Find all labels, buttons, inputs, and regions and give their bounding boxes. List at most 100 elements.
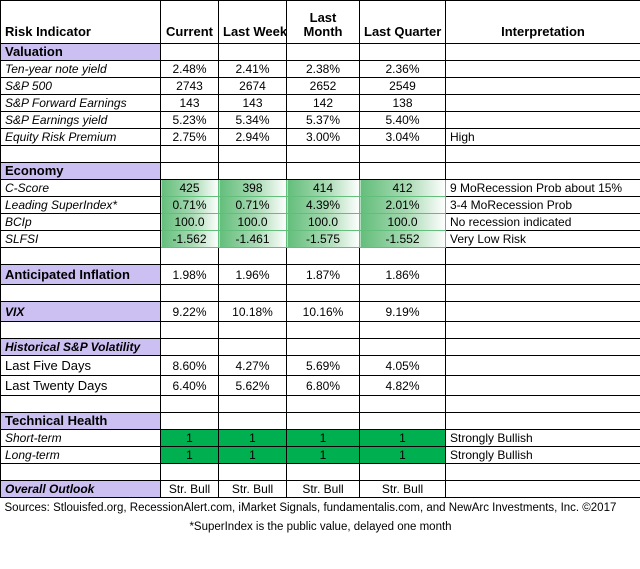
spacer-row <box>0 463 640 481</box>
cell-week: 5.34% <box>218 111 287 129</box>
cell-current: 5.23% <box>160 111 219 129</box>
cell-interpretation <box>445 77 640 95</box>
cell-quarter: 138 <box>359 94 446 112</box>
cell-quarter: -1.552 <box>359 230 446 248</box>
row-label: SLFSI <box>0 230 161 248</box>
spacer-row <box>0 321 640 339</box>
cell-quarter: 2.01% <box>359 196 446 214</box>
cell-month: 142 <box>286 94 360 112</box>
table-row: C-Score 425 398 414 412 9 MoRecession Pr… <box>0 179 640 197</box>
row-label: Last Twenty Days <box>0 375 161 396</box>
cell-month: 4.39% <box>286 196 360 214</box>
cell-week: 2.94% <box>218 128 287 146</box>
header-indicator: Risk Indicator <box>0 0 161 44</box>
cell-week: 1 <box>218 429 287 447</box>
cell-week: 5.62% <box>218 375 287 396</box>
table-row: Long-term 1 1 1 1 Strongly Bullish <box>0 446 640 464</box>
cell-month: 3.00% <box>286 128 360 146</box>
cell-current: 2743 <box>160 77 219 95</box>
section-title-economy: Economy <box>0 162 161 180</box>
cell-quarter: 4.05% <box>359 355 446 376</box>
cell-week: 4.27% <box>218 355 287 376</box>
cell-week: 398 <box>218 179 287 197</box>
header-current: Current <box>160 0 219 44</box>
header-interpretation: Interpretation <box>445 0 640 44</box>
cell-month: 1 <box>286 429 360 447</box>
header-last-month-line1: Last <box>309 10 337 25</box>
cell-month: Str. Bull <box>286 480 360 498</box>
section-row-inflation: Anticipated Inflation 1.98% 1.96% 1.87% … <box>0 264 640 285</box>
cell-interpretation: No recession indicated <box>445 213 640 231</box>
table-row: Short-term 1 1 1 1 Strongly Bullish <box>0 429 640 447</box>
cell-week: 10.18% <box>218 301 287 322</box>
cell-current: 0.71% <box>160 196 219 214</box>
cell-month: 5.37% <box>286 111 360 129</box>
cell-quarter: 4.82% <box>359 375 446 396</box>
cell-interpretation <box>445 94 640 112</box>
section-title-vix: VIX <box>0 301 161 322</box>
cell-quarter: Str. Bull <box>359 480 446 498</box>
row-label: BCIp <box>0 213 161 231</box>
spacer-row <box>0 145 640 163</box>
footer-note-row: *SuperIndex is the public value, delayed… <box>1 518 640 536</box>
row-label: Ten-year note yield <box>0 60 161 78</box>
cell-current: 1.98% <box>160 264 219 285</box>
section-title-valuation: Valuation <box>0 43 161 61</box>
header-row: Risk Indicator Current Last Week Last Mon… <box>0 0 640 44</box>
cell-interpretation: Strongly Bullish <box>445 429 640 447</box>
section-row-vix: VIX 9.22% 10.18% 10.16% 9.19% <box>0 301 640 322</box>
cell-current: 6.40% <box>160 375 219 396</box>
cell-week: 100.0 <box>218 213 287 231</box>
cell-current: 1 <box>160 429 219 447</box>
cell-month: -1.575 <box>286 230 360 248</box>
cell-month: 1 <box>286 446 360 464</box>
section-row-outlook: Overall Outlook Str. Bull Str. Bull Str.… <box>0 480 640 498</box>
section-title-outlook: Overall Outlook <box>0 480 161 498</box>
section-row-valuation: Valuation <box>0 43 640 61</box>
cell-quarter: 100.0 <box>359 213 446 231</box>
cell-month: 2.38% <box>286 60 360 78</box>
table-row: Ten-year note yield 2.48% 2.41% 2.38% 2.… <box>0 60 640 78</box>
row-label: S&P Forward Earnings <box>0 94 161 112</box>
cell-quarter: 412 <box>359 179 446 197</box>
cell-current: 2.48% <box>160 60 219 78</box>
cell-quarter: 3.04% <box>359 128 446 146</box>
cell-interpretation: High <box>445 128 640 146</box>
cell-quarter: 2.36% <box>359 60 446 78</box>
risk-indicator-table: Risk Indicator Current Last Week Last Mon… <box>0 0 640 536</box>
footer-sources: Sources: Stlouisfed.org, RecessionAlert.… <box>4 501 617 514</box>
cell-month: 6.80% <box>286 375 360 396</box>
cell-interpretation: Strongly Bullish <box>445 446 640 464</box>
table-row: S&P 500 2743 2674 2652 2549 <box>0 77 640 95</box>
table-row: S&P Forward Earnings 143 143 142 138 <box>0 94 640 112</box>
row-label: Leading SuperIndex* <box>0 196 161 214</box>
table-row: Equity Risk Premium 2.75% 2.94% 3.00% 3.… <box>0 128 640 146</box>
cell-week: 2.41% <box>218 60 287 78</box>
cell-interpretation: 9 MoRecession Prob about 15% <box>445 179 640 197</box>
cell-current: 9.22% <box>160 301 219 322</box>
cell-current: 143 <box>160 94 219 112</box>
section-title-volatility: Historical S&P Volatility <box>0 338 161 356</box>
row-label: S&P Earnings yield <box>0 111 161 129</box>
cell-week: 143 <box>218 94 287 112</box>
table-row: Last Twenty Days 6.40% 5.62% 6.80% 4.82% <box>0 375 640 396</box>
cell-month: 414 <box>286 179 360 197</box>
header-last-quarter: Last Quarter <box>359 0 446 44</box>
header-last-week: Last Week <box>218 0 287 44</box>
cell-interpretation <box>445 111 640 129</box>
cell-week: 1.96% <box>218 264 287 285</box>
cell-quarter: 2549 <box>359 77 446 95</box>
cell-current: 8.60% <box>160 355 219 376</box>
table-row: BCIp 100.0 100.0 100.0 100.0 No recessio… <box>0 213 640 231</box>
cell-quarter: 5.40% <box>359 111 446 129</box>
row-label: C-Score <box>0 179 161 197</box>
cell-current: 100.0 <box>160 213 219 231</box>
cell-current: 1 <box>160 446 219 464</box>
cell-current: 2.75% <box>160 128 219 146</box>
row-label: Last Five Days <box>0 355 161 376</box>
cell-interpretation <box>445 60 640 78</box>
section-row-technical: Technical Health <box>0 412 640 430</box>
table-row: Last Five Days 8.60% 4.27% 5.69% 4.05% <box>0 355 640 376</box>
cell-interpretation: Very Low Risk <box>445 230 640 248</box>
section-row-economy: Economy <box>0 162 640 180</box>
